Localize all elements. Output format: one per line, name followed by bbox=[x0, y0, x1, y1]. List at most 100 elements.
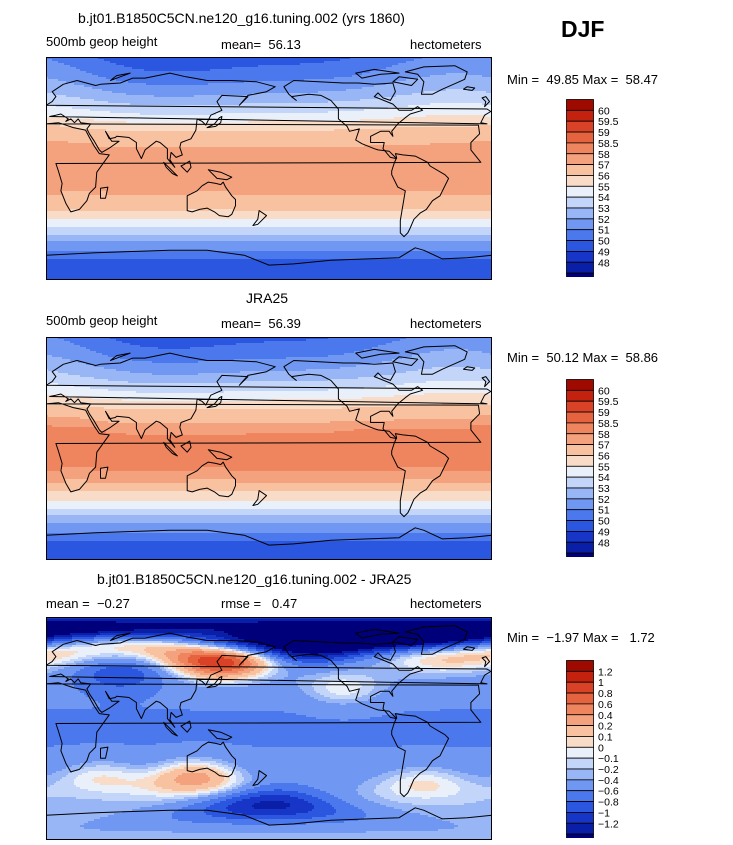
field-cell bbox=[100, 817, 172, 819]
colorbar-box bbox=[566, 207, 594, 220]
field-cell bbox=[250, 641, 448, 643]
field-cell bbox=[46, 71, 86, 73]
field-cell bbox=[46, 149, 492, 151]
field-cell bbox=[262, 657, 266, 659]
field-cell bbox=[46, 779, 60, 781]
field-cell bbox=[370, 363, 492, 365]
panel-1-title: b.jt01.B1850C5CN.ne120_g16.tuning.002 (y… bbox=[78, 10, 405, 26]
field-cell bbox=[46, 541, 492, 543]
field-cell bbox=[158, 761, 174, 763]
field-cell bbox=[56, 781, 74, 783]
colorbar-tick-label: 0.8 bbox=[598, 688, 613, 700]
field-cell bbox=[346, 89, 446, 91]
field-cell bbox=[390, 799, 484, 801]
field-cell bbox=[72, 771, 88, 773]
field-cell bbox=[200, 667, 240, 669]
field-cell bbox=[460, 787, 492, 789]
field-cell bbox=[402, 209, 426, 211]
field-cell bbox=[50, 785, 76, 787]
field-cell bbox=[46, 765, 72, 767]
field-cell bbox=[372, 649, 390, 651]
field-cell bbox=[106, 431, 334, 433]
field-cell bbox=[66, 481, 86, 483]
field-cell bbox=[242, 813, 296, 815]
coastline-japan bbox=[206, 116, 223, 129]
field-cell bbox=[332, 805, 354, 807]
field-cell bbox=[298, 797, 318, 799]
field-cell bbox=[252, 93, 412, 95]
colorbar-box bbox=[566, 411, 594, 424]
field-cell bbox=[250, 781, 364, 783]
field-cell bbox=[234, 763, 492, 765]
field-cell bbox=[46, 527, 492, 529]
field-cell bbox=[298, 685, 312, 687]
field-cell bbox=[446, 661, 464, 663]
field-cell bbox=[54, 783, 74, 785]
field-cell bbox=[204, 671, 238, 673]
field-cell bbox=[228, 633, 492, 635]
field-cell bbox=[88, 479, 188, 481]
field-cell bbox=[258, 621, 492, 623]
field-cell bbox=[248, 771, 388, 773]
field-cell bbox=[216, 675, 228, 677]
coastline-britain bbox=[481, 376, 490, 388]
field-cell bbox=[404, 663, 422, 665]
field-cell bbox=[210, 669, 232, 671]
field-cell bbox=[66, 775, 78, 777]
field-cell bbox=[46, 827, 84, 829]
field-cell bbox=[448, 773, 468, 775]
field-cell bbox=[178, 641, 200, 643]
field-cell bbox=[220, 649, 226, 651]
field-cell bbox=[278, 671, 288, 673]
field-cell bbox=[46, 89, 102, 91]
field-cell bbox=[438, 771, 460, 773]
field-cell bbox=[46, 171, 492, 173]
field-cell bbox=[152, 659, 156, 661]
field-cell bbox=[146, 763, 164, 765]
field-cell bbox=[102, 353, 344, 355]
field-cell bbox=[70, 359, 132, 361]
field-cell bbox=[46, 663, 54, 665]
field-cell bbox=[66, 767, 84, 769]
field-cell bbox=[86, 71, 370, 73]
field-cell bbox=[228, 765, 238, 767]
field-cell bbox=[198, 361, 382, 363]
field-cell bbox=[218, 771, 224, 773]
field-cell bbox=[54, 93, 126, 95]
field-cell bbox=[46, 509, 492, 511]
coastline-iceland bbox=[463, 86, 476, 91]
field-cell bbox=[256, 667, 264, 669]
field-cell bbox=[146, 657, 152, 659]
field-cell bbox=[390, 777, 406, 779]
field-cell bbox=[52, 425, 470, 427]
field-cell bbox=[204, 651, 224, 653]
field-cell bbox=[46, 229, 492, 231]
field-cell bbox=[364, 817, 436, 819]
field-cell bbox=[108, 469, 198, 471]
field-cell bbox=[206, 813, 242, 815]
field-cell bbox=[198, 795, 208, 797]
field-cell bbox=[46, 689, 78, 691]
field-cell bbox=[226, 783, 232, 785]
field-cell bbox=[48, 647, 70, 649]
field-cell bbox=[218, 793, 232, 795]
field-cell bbox=[88, 789, 148, 791]
colorbar-box bbox=[566, 530, 594, 543]
field-cell bbox=[304, 79, 406, 81]
field-cell bbox=[230, 777, 236, 779]
field-cell bbox=[136, 657, 146, 659]
field-cell bbox=[198, 469, 228, 471]
field-cell bbox=[260, 671, 264, 673]
field-cell bbox=[362, 783, 380, 785]
field-cell bbox=[46, 93, 54, 95]
field-cell bbox=[400, 467, 444, 469]
field-cell bbox=[440, 669, 446, 671]
field-cell bbox=[46, 419, 90, 421]
field-cell bbox=[86, 481, 188, 483]
field-cell bbox=[482, 641, 492, 643]
field-cell bbox=[98, 631, 224, 633]
field-cell bbox=[72, 637, 94, 639]
field-cell bbox=[190, 675, 196, 677]
field-cell bbox=[236, 657, 244, 659]
field-cell bbox=[124, 645, 186, 647]
